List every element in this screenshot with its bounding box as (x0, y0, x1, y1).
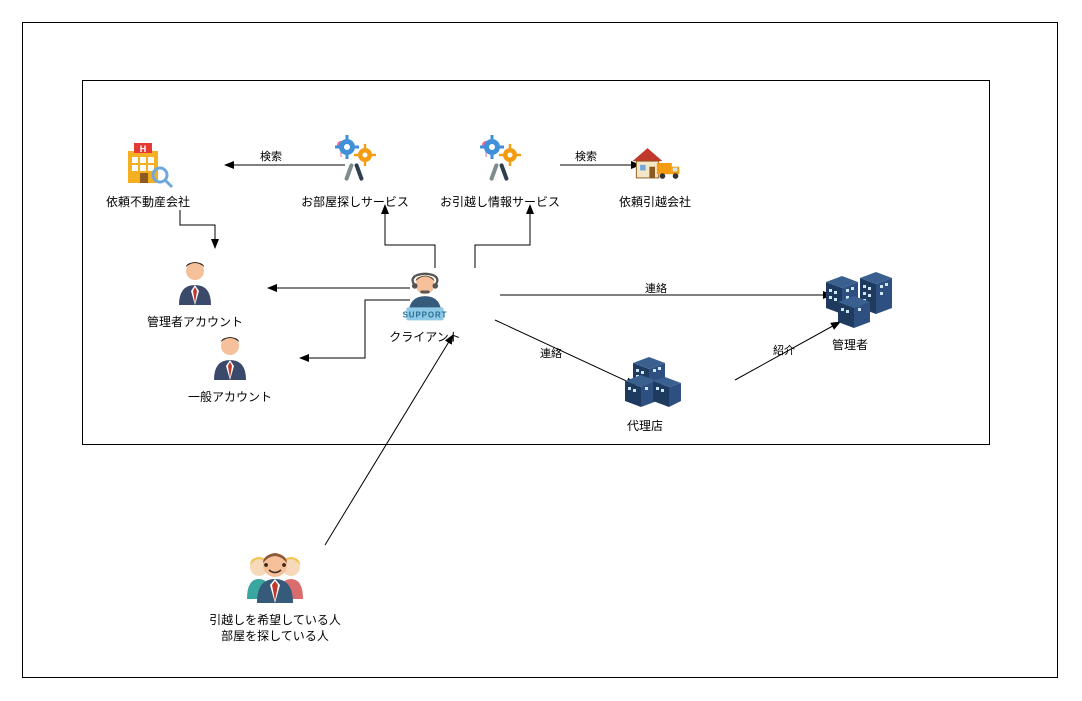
node-general-account: 一般アカウント (160, 330, 300, 406)
svg-text:SUPPORT: SUPPORT (403, 311, 448, 320)
node-people-seeking: 引越しを希望している人 部屋を探している人 (205, 545, 345, 644)
node-label: お引越し情報サービス (430, 195, 570, 211)
node-label: 代理店 (575, 419, 715, 435)
edge-label: 紹介 (773, 342, 795, 358)
edge-label: 連絡 (645, 280, 667, 296)
service-gears-icon (327, 135, 383, 191)
node-label: 管理者 (780, 338, 920, 354)
node-moving-company: 依頼引越会社 (585, 135, 725, 211)
node-manager: 管理者 (780, 270, 920, 354)
edge-label: 連絡 (540, 345, 562, 361)
svg-text:H: H (140, 144, 147, 154)
node-label: お部屋探しサービス (285, 195, 425, 211)
person-suit-icon (167, 255, 223, 311)
iso-buildings-icon (609, 355, 681, 415)
node-real-estate-company: H 依頼不動産会社 (78, 135, 218, 211)
node-admin-account: 管理者アカウント (125, 255, 265, 331)
node-label: 管理者アカウント (125, 315, 265, 331)
edge-label: 検索 (575, 148, 597, 164)
edge-label: 検索 (260, 148, 282, 164)
node-label: 依頼不動産会社 (78, 195, 218, 211)
node-label: クライアント (355, 330, 495, 346)
house-truck-icon (627, 135, 683, 191)
support-person-icon: SUPPORT (397, 270, 453, 326)
people-group-icon (239, 545, 311, 609)
node-label-line1: 引越しを希望している人 (205, 613, 345, 629)
node-client: SUPPORT クライアント (355, 270, 495, 346)
node-moving-info-service: お引越し情報サービス (430, 135, 570, 211)
building-h-icon: H (120, 135, 176, 191)
service-gears-icon (472, 135, 528, 191)
node-room-search-service: お部屋探しサービス (285, 135, 425, 211)
node-label: 依頼引越会社 (585, 195, 725, 211)
node-agency: 代理店 (575, 355, 715, 435)
diagram-canvas: H 依頼不動産会社 (0, 0, 1082, 701)
iso-buildings-icon (806, 270, 894, 334)
node-label-line2: 部屋を探している人 (205, 629, 345, 645)
node-label: 一般アカウント (160, 390, 300, 406)
person-suit-icon (202, 330, 258, 386)
